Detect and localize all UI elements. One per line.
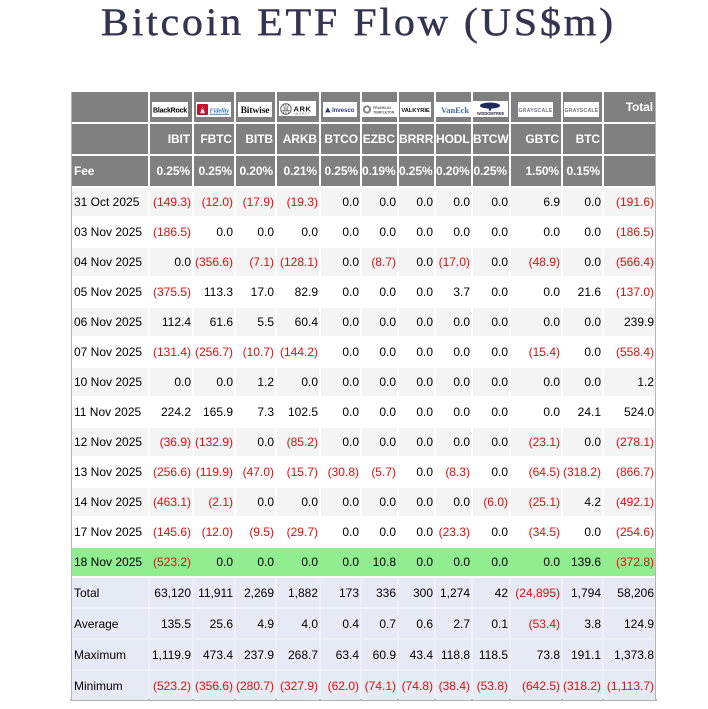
svg-text:WISDOMTREE: WISDOMTREE bbox=[477, 110, 505, 115]
svg-text:TEMPLETON: TEMPLETON bbox=[373, 110, 395, 114]
svg-text:VanEck: VanEck bbox=[441, 104, 469, 114]
svg-text:GRAYSCALE: GRAYSCALE bbox=[565, 108, 599, 114]
svg-text:BlackRock: BlackRock bbox=[153, 107, 187, 114]
svg-text:ARK: ARK bbox=[293, 104, 311, 113]
svg-text:GRAYSCALE: GRAYSCALE bbox=[518, 108, 552, 114]
svg-text:INVEST: INVEST bbox=[294, 112, 310, 116]
svg-text:Invesco: Invesco bbox=[332, 107, 355, 114]
svg-text:VALKYRIE: VALKYRIE bbox=[401, 108, 430, 114]
svg-text:FRANKLIN: FRANKLIN bbox=[373, 106, 391, 110]
svg-text:Bitwise: Bitwise bbox=[240, 106, 269, 116]
svg-text:Fidelity: Fidelity bbox=[209, 107, 229, 114]
